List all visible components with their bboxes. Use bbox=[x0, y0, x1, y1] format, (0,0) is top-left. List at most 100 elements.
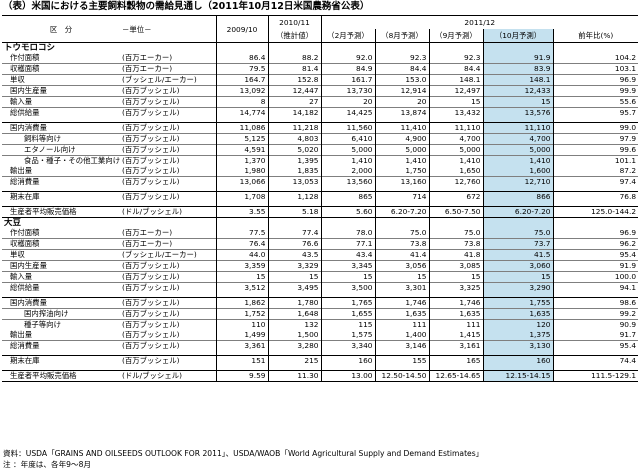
value-cell: 1,755 bbox=[482, 297, 553, 309]
value-cell: 3,361 bbox=[215, 340, 268, 351]
row-unit: (百万ブッシェル) bbox=[120, 133, 216, 145]
header-unit: －単位－ bbox=[120, 15, 216, 43]
spacer-cell bbox=[428, 293, 483, 298]
row-label: 単収 bbox=[2, 74, 120, 86]
value-cell: 115 bbox=[320, 319, 375, 330]
value-cell: 99.6 bbox=[552, 144, 639, 156]
row-label: 期末在庫 bbox=[2, 191, 120, 202]
spacer-cell bbox=[267, 293, 321, 298]
spacer-cell bbox=[215, 187, 268, 192]
value-cell: 75.0 bbox=[428, 228, 483, 239]
value-cell: 1,780 bbox=[267, 297, 321, 309]
value-cell: 1,655 bbox=[320, 308, 375, 320]
row-unit: (百万ブッシェル) bbox=[120, 271, 216, 283]
spacer-cell bbox=[428, 366, 483, 371]
empty-cell bbox=[482, 42, 553, 53]
value-cell: 1,635 bbox=[374, 308, 429, 320]
row-label: 総供給量 bbox=[2, 107, 120, 118]
spacer-cell bbox=[215, 366, 268, 371]
value-cell: 94.1 bbox=[552, 282, 639, 293]
value-cell: 1,410 bbox=[320, 155, 375, 166]
value-cell: 12,710 bbox=[482, 176, 553, 187]
value-cell: 3,325 bbox=[428, 282, 483, 293]
spacer-row bbox=[2, 366, 639, 371]
corn-section-title: トウモロコシ bbox=[2, 42, 216, 53]
spacer-cell bbox=[267, 118, 321, 123]
value-cell: 13,560 bbox=[320, 176, 375, 187]
header-2010-estimate: （推計値） bbox=[267, 29, 321, 43]
value-cell: 4,700 bbox=[428, 133, 483, 145]
row-label: 国内生産量 bbox=[2, 260, 120, 272]
value-cell: 13,066 bbox=[215, 176, 268, 187]
value-cell: 6.50-7.50 bbox=[428, 206, 483, 218]
value-cell: 92.3 bbox=[374, 53, 429, 64]
value-cell: 161.7 bbox=[320, 74, 375, 86]
value-cell: 125.0-144.2 bbox=[552, 206, 639, 218]
value-cell: 12.65-14.65 bbox=[428, 370, 483, 382]
value-cell: 1,980 bbox=[215, 166, 268, 177]
spacer-cell bbox=[552, 202, 639, 207]
value-cell: 13,160 bbox=[374, 176, 429, 187]
value-cell: 12,914 bbox=[374, 85, 429, 97]
spacer-cell bbox=[215, 293, 268, 298]
row-unit: (百万ブッシェル) bbox=[120, 107, 216, 118]
header-row-1: 区 分 －単位－ 2009/10 2010/11 2011/12 bbox=[2, 15, 639, 43]
table-row: 国内生産量 (百万ブッシェル) 13,092 12,447 13,730 12,914 12… bbox=[2, 85, 639, 97]
value-cell: 148.1 bbox=[428, 74, 483, 86]
value-cell: 12,497 bbox=[428, 85, 483, 97]
row-label: 単収 bbox=[2, 249, 120, 261]
table-row: 生産者平均販売価格 (ドル/ブッシェル) 9.59 11.30 13.00 12.50-1… bbox=[2, 370, 639, 382]
value-cell: 5,000 bbox=[428, 144, 483, 156]
row-unit: (百万ブッシェル) bbox=[122, 166, 180, 175]
value-cell: 92.3 bbox=[428, 53, 483, 64]
spacer-cell bbox=[428, 118, 483, 123]
value-cell: 1,128 bbox=[267, 191, 321, 202]
value-cell: 866 bbox=[482, 191, 553, 202]
spacer-row bbox=[2, 351, 639, 356]
value-cell: 86.4 bbox=[215, 53, 268, 64]
row-unit: (百万ブッシェル) bbox=[120, 340, 216, 351]
value-cell: 3,301 bbox=[374, 282, 429, 293]
row-label: 輸入量 bbox=[2, 271, 120, 283]
spacer-cell bbox=[428, 187, 483, 192]
spacer-cell bbox=[482, 366, 553, 371]
row-label: 国内消費量 bbox=[2, 297, 120, 309]
row-unit: (百万ブッシェル) bbox=[120, 282, 216, 293]
page-title: （表）米国における主要飼料穀物の需給見通し（2011年10月12日米国農務省公表… bbox=[3, 1, 370, 12]
value-cell: 20 bbox=[374, 96, 429, 108]
value-cell: 97.4 bbox=[552, 176, 639, 187]
row-unit: (ブッシェル/エーカー) bbox=[120, 249, 216, 261]
value-cell: 84.9 bbox=[320, 63, 375, 75]
table-row: 期末在庫 (百万ブッシェル) 1,708 1,128 865 714 672 866 76.8 bbox=[2, 191, 639, 202]
table-row: 国内消費量 (百万ブッシェル) 1,862 1,780 1,765 1,746 1,746 1… bbox=[2, 297, 639, 309]
header-yoy: 前年比(%) bbox=[552, 29, 639, 43]
value-cell: 5.18 bbox=[267, 206, 321, 218]
value-cell: 1,415 bbox=[428, 330, 483, 341]
value-cell: 75.0 bbox=[374, 228, 429, 239]
value-cell: 99.2 bbox=[552, 308, 639, 320]
value-cell: 152.8 bbox=[267, 74, 321, 86]
value-cell: 96.2 bbox=[552, 238, 639, 250]
value-cell: 4,803 bbox=[267, 133, 321, 145]
value-cell: 5,020 bbox=[267, 144, 321, 156]
value-cell: 3,161 bbox=[428, 340, 483, 351]
value-cell: 1,708 bbox=[215, 191, 268, 202]
row-unit: (百万ブッシェル) bbox=[120, 144, 216, 156]
value-cell: 1,395 bbox=[267, 155, 321, 166]
value-cell: 1,500 bbox=[267, 330, 321, 341]
row-unit: (百万エーカー) bbox=[120, 238, 216, 250]
table-row: 総供給量 (百万ブッシェル) 14,774 14,182 14,425 13,874 13,… bbox=[2, 107, 639, 118]
value-cell: 164.7 bbox=[215, 74, 268, 86]
row-unit: (百万ブッシェル) bbox=[120, 96, 216, 108]
table-row: 輸入量 (百万ブッシェル) 8 27 20 20 15 15 55.6 bbox=[2, 96, 639, 108]
value-cell: 81.4 bbox=[267, 63, 321, 75]
spacer-cell bbox=[267, 187, 321, 192]
value-cell: 12,447 bbox=[267, 85, 321, 97]
table-row: 国内搾油向け (百万ブッシェル) 1,752 1,648 1,655 1,635 1,635… bbox=[2, 308, 639, 320]
value-cell: 15 bbox=[215, 271, 268, 283]
value-cell: 1,370 bbox=[215, 155, 268, 166]
value-cell: 111.5-129.1 bbox=[552, 370, 639, 382]
value-cell: 92.0 bbox=[320, 53, 375, 64]
table-row: 種子等向け (百万ブッシェル) 110 132 115 111 111 120 90.9 bbox=[2, 319, 639, 330]
value-cell: 84.4 bbox=[374, 63, 429, 75]
